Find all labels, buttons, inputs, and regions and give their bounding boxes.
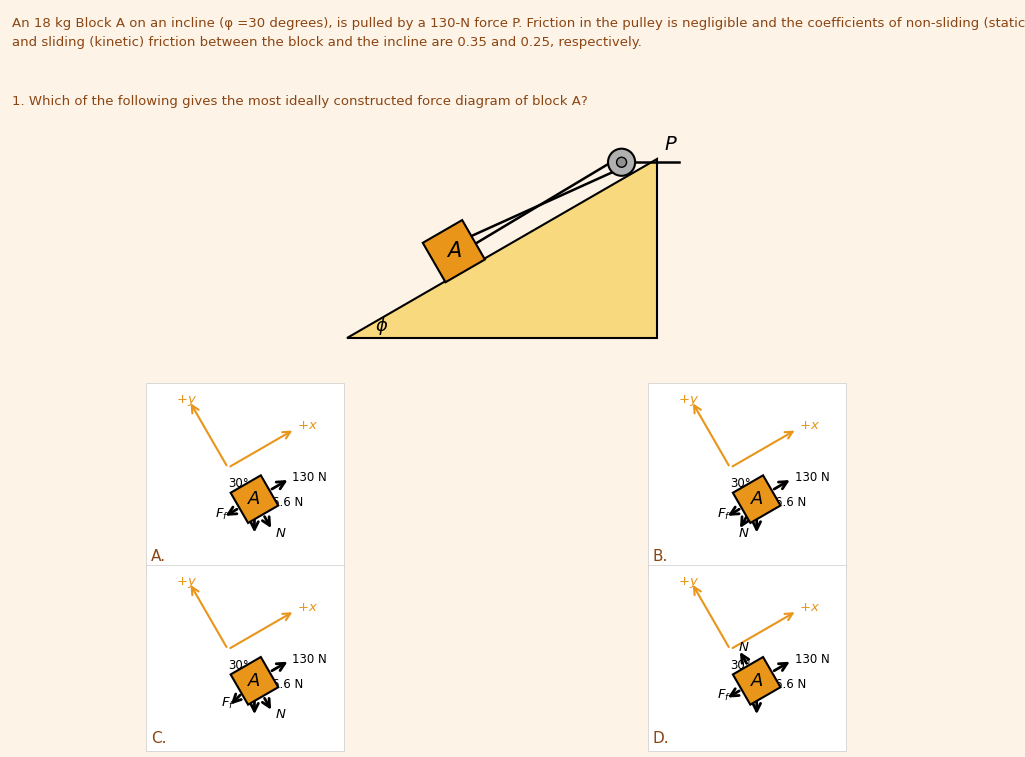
- Text: $+x$: $+x$: [800, 419, 820, 432]
- Text: 30°: 30°: [730, 477, 750, 490]
- Text: $+x$: $+x$: [800, 601, 820, 614]
- Text: An 18 kg Block A on an incline (φ =30 degrees), is pulled by a 130-N force P. Fr: An 18 kg Block A on an incline (φ =30 de…: [12, 17, 1025, 30]
- Text: $P$: $P$: [663, 135, 678, 154]
- Text: $N$: $N$: [275, 709, 287, 721]
- Text: $F_f$: $F_f$: [716, 688, 731, 703]
- Text: and sliding (kinetic) friction between the block and the incline are 0.35 and 0.: and sliding (kinetic) friction between t…: [12, 36, 643, 49]
- Text: B.: B.: [653, 550, 668, 564]
- Text: $F_f$: $F_f$: [220, 696, 235, 712]
- Text: A.: A.: [151, 550, 166, 564]
- Text: $A$: $A$: [446, 241, 462, 261]
- Text: $+y$: $+y$: [679, 575, 699, 590]
- Polygon shape: [231, 657, 278, 705]
- Text: $+x$: $+x$: [297, 601, 318, 614]
- Text: 176.6 N: 176.6 N: [760, 678, 806, 691]
- Text: $A$: $A$: [247, 490, 261, 508]
- Polygon shape: [422, 220, 485, 282]
- Text: 30°: 30°: [228, 477, 248, 490]
- Text: $\phi$: $\phi$: [375, 315, 388, 337]
- Text: 30°: 30°: [730, 659, 750, 671]
- Text: $N$: $N$: [738, 527, 750, 540]
- Polygon shape: [733, 657, 780, 705]
- Text: 176.6 N: 176.6 N: [257, 497, 303, 509]
- Text: 176.6 N: 176.6 N: [257, 678, 303, 691]
- Text: $N$: $N$: [738, 640, 750, 653]
- Text: $A$: $A$: [247, 671, 261, 690]
- FancyBboxPatch shape: [648, 383, 846, 569]
- Text: $+y$: $+y$: [176, 575, 197, 590]
- Text: $N$: $N$: [275, 527, 287, 540]
- Text: 176.6 N: 176.6 N: [760, 497, 806, 509]
- FancyBboxPatch shape: [146, 383, 343, 569]
- Polygon shape: [346, 159, 657, 338]
- Circle shape: [608, 148, 636, 176]
- Text: $+y$: $+y$: [679, 394, 699, 408]
- Circle shape: [617, 157, 626, 167]
- Text: D.: D.: [653, 731, 669, 746]
- Text: 130 N: 130 N: [794, 471, 829, 484]
- Text: $F_f$: $F_f$: [214, 506, 229, 522]
- Text: $A$: $A$: [749, 490, 764, 508]
- Polygon shape: [733, 475, 780, 523]
- Text: 1. Which of the following gives the most ideally constructed force diagram of bl: 1. Which of the following gives the most…: [12, 95, 588, 107]
- Text: $+y$: $+y$: [176, 394, 197, 408]
- Polygon shape: [231, 475, 278, 523]
- Text: 30°: 30°: [228, 659, 248, 671]
- Text: 130 N: 130 N: [794, 653, 829, 665]
- Text: 130 N: 130 N: [292, 471, 327, 484]
- Text: $+x$: $+x$: [297, 419, 318, 432]
- FancyBboxPatch shape: [146, 565, 343, 751]
- FancyBboxPatch shape: [648, 565, 846, 751]
- Text: $F_f$: $F_f$: [716, 506, 731, 522]
- Text: C.: C.: [151, 731, 166, 746]
- Text: $A$: $A$: [749, 671, 764, 690]
- Text: 130 N: 130 N: [292, 653, 327, 665]
